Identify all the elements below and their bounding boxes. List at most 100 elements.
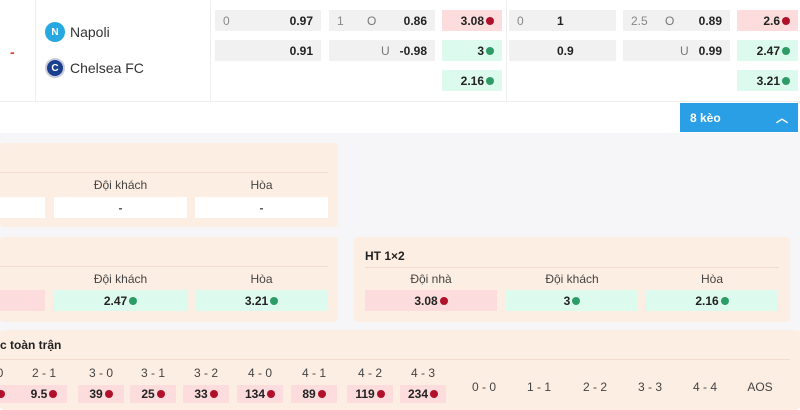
odds-down-icon [267,390,276,398]
draw-score-label: 2 - 2 [582,380,607,394]
score-odds[interactable]: 119 [347,385,393,403]
odds-value: 2.16 [460,73,484,88]
odds-home[interactable] [0,197,45,218]
score-odds[interactable]: 25 [130,385,176,403]
divider [0,266,328,267]
h2-handicap-away[interactable]: 0.9 [509,40,616,61]
odds-value: 119 [355,387,375,401]
ht-1x2-panel: HT 1×2 Đội nhà Đội khách Hòa 3.08 3 2.16 [354,237,790,322]
odds-down-icon [0,390,5,398]
home-team-name: Napoli [70,24,110,40]
odds-value: 3.21 [244,293,269,308]
odds-value: 9.5 [30,387,48,401]
odds-up-icon [720,296,729,305]
odds-home[interactable] [0,290,45,311]
label-home: Đội nhà [410,272,452,286]
h2-over[interactable]: 2.5 O 0.89 [623,10,730,31]
odds-up-icon [572,296,581,305]
h2-under[interactable]: U 0.99 [623,40,730,61]
line: 0 [517,13,524,28]
ft-under[interactable]: U -0.98 [329,40,435,61]
odds-value: 2.6 [763,13,780,28]
divider [0,172,328,173]
more-odds-label: 8 kèo [690,110,721,125]
market-panel-1x2: Đội khách Hòa 2.47 3.21 [0,237,338,322]
odds-down-icon [486,16,494,25]
odds-away[interactable]: - [54,197,187,218]
napoli-logo-icon: N [45,22,65,42]
ft-handicap-home[interactable]: 0 0.97 [215,10,321,31]
correct-score-panel: c toàn trận 0 2 - 1 9.5 3 - 0 39 3 - 1 25 3 - 2… [0,330,800,410]
odds-value: 2.47 [103,293,128,308]
odds-value: 39 [89,387,103,401]
odds-draw[interactable]: 2.16 [646,290,778,311]
away-team[interactable]: C Chelsea FC [45,58,144,78]
label-away: Đội khách [545,272,599,286]
odds-value: 234 [407,387,429,401]
odds-value: 25 [141,387,155,401]
more-odds-button[interactable]: 8 kèo ︿ [680,103,798,132]
odds-value: 3 [563,293,571,308]
line: 0 [223,13,230,28]
odds-home[interactable]: 3.08 [365,290,497,311]
score-odds[interactable] [0,385,23,403]
score-odds[interactable]: 33 [183,385,229,403]
odds-value: 1 [557,13,564,28]
odds-value: 89 [302,387,316,401]
chevron-up-icon: ︿ [775,111,788,125]
score-label: 0 [0,366,23,380]
market-panel: Đội khách Hòa - - [0,143,338,227]
label-away: Đội khách [93,272,148,286]
odds-up-icon [270,296,279,305]
ft-1x2-draw[interactable]: 2.16 [442,70,502,91]
label-draw: Hòa [250,272,273,286]
under-label: U [679,43,689,58]
odds-down-icon [104,390,113,398]
h2-1x2-away[interactable]: 2.47 [737,40,798,61]
match-status: - [10,44,15,60]
odds-up-icon [782,76,790,85]
odds-value: 3.21 [756,73,780,88]
score-odds[interactable]: 134 [237,385,283,403]
odds-value: 0.99 [698,43,722,58]
odds-value: 0.91 [289,43,313,58]
draw-score-label: AOS [747,380,773,394]
score-odds[interactable]: 89 [291,385,337,403]
score-label: 4 - 1 [301,366,326,380]
score-label: 4 - 2 [357,366,382,380]
ft-1x2-away[interactable]: 3 [442,40,502,61]
odds-away[interactable]: 2.47 [54,290,187,311]
label-draw: Hòa [700,272,723,286]
h2-1x2-draw[interactable]: 3.21 [737,70,798,91]
teams-panel[interactable]: N Napoli C Chelsea FC [35,0,211,101]
label-away: Đội khách [93,178,148,192]
odds-draw[interactable]: - [195,197,328,218]
panel-title: HT 1×2 [365,249,405,263]
odds-value: 3.08 [460,13,484,28]
odds-value: 3.08 [414,293,438,308]
odds-down-icon [782,16,790,25]
home-team[interactable]: N Napoli [45,22,110,42]
score-odds[interactable]: 39 [78,385,124,403]
odds-down-icon [430,390,439,398]
odds-value: 3 [477,43,484,58]
h2-1x2-home[interactable]: 2.6 [737,10,798,31]
draw-score-label: 1 - 1 [526,380,551,394]
panel-title: c toàn trận [0,338,62,352]
odds-value: 0.89 [698,13,722,28]
score-odds[interactable]: 234 [400,385,446,403]
odds-up-icon [782,46,790,55]
odds-draw[interactable]: 3.21 [195,290,328,311]
odds-value: 0.86 [403,13,427,28]
odds-value: 2.16 [695,293,719,308]
odds-down-icon [49,390,58,398]
ft-over[interactable]: 1 O 0.86 [329,10,435,31]
score-odds[interactable]: 9.5 [21,385,67,403]
line: 2.5 [631,13,648,28]
ft-1x2-home[interactable]: 3.08 [442,10,502,31]
over-label: O [665,13,675,28]
odds-away[interactable]: 3 [506,290,638,311]
odds-value: 0.9 [557,43,574,58]
ft-handicap-away[interactable]: 0.91 [215,40,321,61]
